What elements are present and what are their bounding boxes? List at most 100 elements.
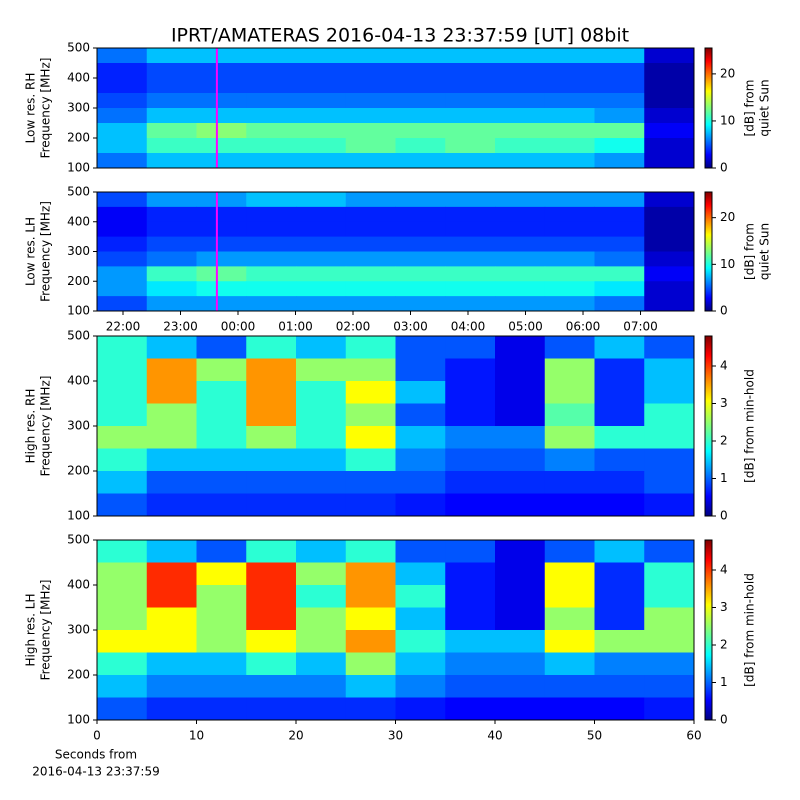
heatmap-cell xyxy=(495,381,546,404)
heatmap-cell xyxy=(594,281,645,297)
heatmap-cell xyxy=(97,138,148,154)
x-tick-label: 23:00 xyxy=(163,320,198,334)
heatmap-cell xyxy=(97,236,148,252)
heatmap-cell xyxy=(97,266,148,282)
heatmap-cell xyxy=(246,381,297,404)
heatmap-cell xyxy=(544,585,595,608)
heatmap-cell xyxy=(395,381,446,404)
heatmap-cell xyxy=(544,675,595,698)
heatmap-cell xyxy=(544,63,595,79)
heatmap-cell xyxy=(644,108,695,124)
y-axis-label: Low res. RH xyxy=(24,73,38,144)
heatmap-cell xyxy=(345,138,396,154)
heatmap-cell xyxy=(445,138,496,154)
heatmap-cell xyxy=(644,93,695,109)
heatmap-cell xyxy=(395,336,446,359)
heatmap-cell xyxy=(395,221,446,238)
heatmap-cell xyxy=(644,296,695,312)
y-tick-label: 400 xyxy=(67,214,90,228)
heatmap-cell xyxy=(495,153,546,169)
heatmap-cell xyxy=(345,48,396,64)
heatmap-cell xyxy=(296,78,347,94)
heatmap-cell xyxy=(97,108,148,124)
heatmap-cell xyxy=(97,381,148,404)
heatmap-cell xyxy=(495,78,546,94)
heatmap-cell xyxy=(644,607,695,631)
heatmap-cell xyxy=(544,336,595,359)
y-tick-label: 200 xyxy=(67,131,90,145)
heatmap-cell xyxy=(395,236,446,252)
y-tick-label: 400 xyxy=(67,71,90,85)
heatmap-cell xyxy=(644,206,695,223)
heatmap-cell xyxy=(544,381,595,404)
heatmap-cell xyxy=(495,296,546,312)
x-tick-label: 30 xyxy=(388,729,403,743)
heatmap-cell xyxy=(395,540,446,563)
y-axis-label: Low res. LH xyxy=(24,217,38,286)
heatmap-cell xyxy=(345,78,396,94)
heatmap-cell xyxy=(196,192,247,208)
x-tick-label: 04:00 xyxy=(451,320,486,334)
heatmap-cell xyxy=(544,281,595,297)
heatmap-cell xyxy=(495,675,546,698)
heatmap-cell xyxy=(97,426,148,449)
heatmap-cell xyxy=(594,630,645,653)
heatmap-cell xyxy=(196,697,247,721)
heatmap-cell xyxy=(395,153,446,169)
heatmap-cell xyxy=(345,108,396,124)
heatmap-cell xyxy=(495,251,546,267)
heatmap-cell xyxy=(146,206,197,223)
heatmap-cell xyxy=(196,652,247,676)
heatmap-cell xyxy=(445,585,496,608)
x-tick-label: 07:00 xyxy=(623,320,658,334)
heatmap-cell xyxy=(345,206,396,223)
heatmap-cell xyxy=(445,336,496,359)
y-tick-label: 400 xyxy=(67,578,90,592)
heatmap-cell xyxy=(445,266,496,282)
heatmap-cell xyxy=(445,426,496,449)
heatmap-cell xyxy=(644,630,695,653)
heatmap-cell xyxy=(644,123,695,139)
heatmap-cell xyxy=(196,336,247,359)
heatmap-cell xyxy=(196,123,247,139)
colorbar-tick-label: 0 xyxy=(720,304,728,318)
heatmap-cell xyxy=(594,426,645,449)
heatmap-cell xyxy=(296,221,347,238)
heatmap-cell xyxy=(495,652,546,676)
heatmap-cell xyxy=(495,266,546,282)
heatmap-cell xyxy=(395,403,446,427)
heatmap-cell xyxy=(345,358,396,382)
heatmap-cell xyxy=(146,358,197,382)
heatmap-cell xyxy=(395,251,446,267)
heatmap-cell xyxy=(495,585,546,608)
heatmap-cell xyxy=(594,63,645,79)
heatmap-cell xyxy=(296,123,347,139)
heatmap-cell xyxy=(146,540,197,563)
y-axis-label: Frequency [MHz] xyxy=(39,580,53,681)
heatmap-cell xyxy=(296,675,347,698)
heatmap-cell xyxy=(196,493,247,517)
heatmap-cell xyxy=(246,585,297,608)
x-tick-label: 60 xyxy=(686,729,701,743)
heatmap-cell xyxy=(395,266,446,282)
heatmap-cell xyxy=(644,192,695,208)
heatmap-cell xyxy=(544,630,595,653)
heatmap-cell xyxy=(146,63,197,79)
heatmap-cell xyxy=(395,78,446,94)
heatmap-cell xyxy=(97,471,148,494)
heatmap-cell xyxy=(544,192,595,208)
heatmap-cell xyxy=(445,206,496,223)
heatmap-cell xyxy=(495,206,546,223)
heatmap-cell xyxy=(544,562,595,586)
heatmap-cell xyxy=(146,153,197,169)
heatmap-cell xyxy=(594,697,645,721)
heatmap-cell xyxy=(445,540,496,563)
heatmap-cell xyxy=(594,562,645,586)
heatmap-cell xyxy=(296,48,347,64)
heatmap-cell xyxy=(97,540,148,563)
heatmap-cell xyxy=(196,236,247,252)
heatmap-cell xyxy=(97,493,148,517)
heatmap-cell xyxy=(97,448,148,472)
heatmap-cell xyxy=(445,251,496,267)
heatmap-cell xyxy=(594,358,645,382)
